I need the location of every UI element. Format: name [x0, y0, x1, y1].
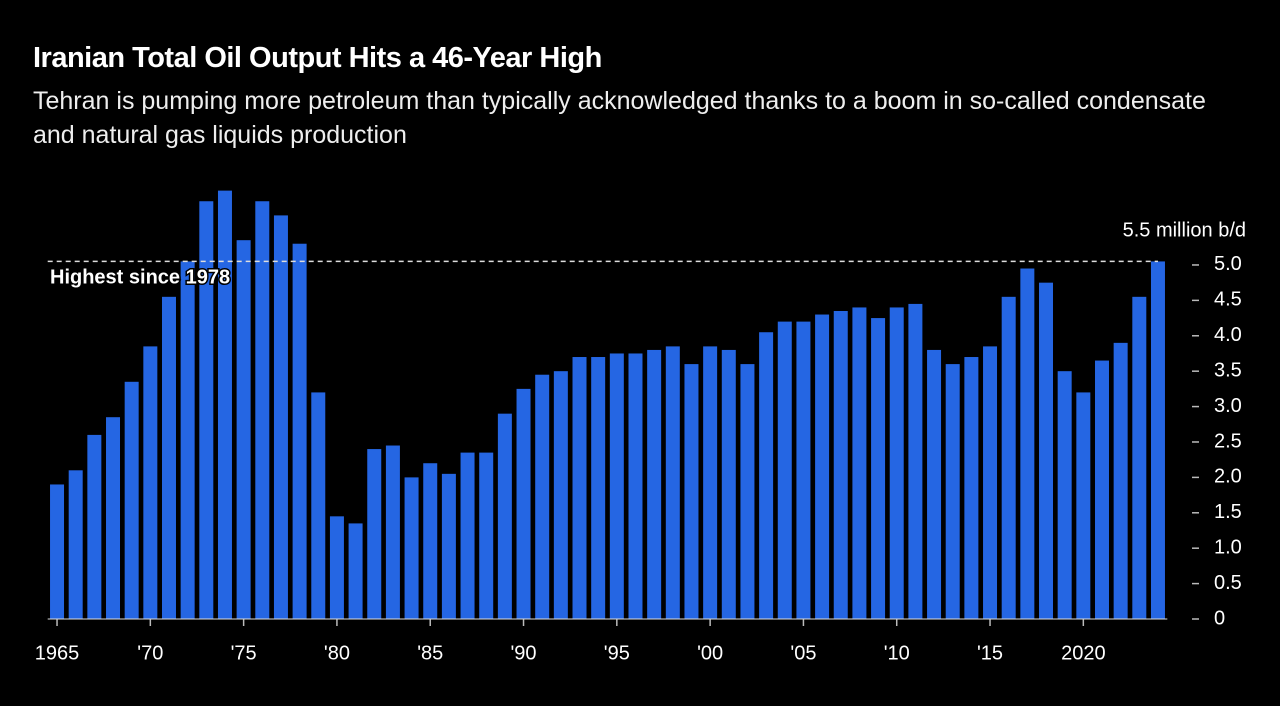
bar: [385, 445, 400, 619]
bar: [889, 307, 904, 619]
bar: [983, 346, 998, 619]
bar: [927, 349, 942, 619]
bar: [199, 201, 214, 619]
x-tick-label: '15: [977, 642, 1003, 664]
bar: [497, 413, 512, 619]
bar: [255, 201, 270, 619]
bar: [423, 463, 438, 619]
bar: [628, 353, 643, 619]
annotation: Highest since 1978: [50, 267, 230, 289]
bar: [609, 353, 624, 619]
bar: [68, 470, 83, 619]
y-tick-label: 4.5: [1214, 289, 1242, 311]
y-tick-label: 3.0: [1214, 395, 1242, 417]
bar: [1094, 360, 1109, 619]
y-tick-label: 2.0: [1214, 466, 1242, 488]
bar: [852, 307, 867, 619]
y-tick-label: 5.0: [1214, 253, 1242, 275]
bar: [516, 388, 531, 619]
bar: [1113, 342, 1128, 619]
x-tick-label: '10: [884, 642, 910, 664]
bar: [87, 434, 102, 619]
x-tick-label: '95: [604, 642, 630, 664]
bar: [665, 346, 680, 619]
bar: [1076, 392, 1091, 619]
y-tick-label: 0.5: [1214, 572, 1242, 594]
bar: [964, 357, 979, 619]
bar: [106, 417, 121, 619]
bar: [1001, 296, 1016, 619]
bar: [479, 452, 494, 619]
bar: [1132, 296, 1147, 619]
x-tick-label: '75: [231, 642, 257, 664]
bar: [441, 473, 456, 619]
x-tick-label: '90: [510, 642, 536, 664]
bar: [273, 215, 288, 619]
bar: [50, 484, 65, 619]
bar: [217, 190, 232, 619]
bar: [777, 321, 792, 619]
y-tick-label: 3.5: [1214, 359, 1242, 381]
bar: [833, 310, 848, 619]
bar: [871, 318, 886, 619]
bar: [1039, 282, 1054, 619]
bar: [647, 349, 662, 619]
bar: [180, 261, 195, 619]
x-tick-label: 2020: [1061, 642, 1106, 664]
y-tick-label: 2.5: [1214, 430, 1242, 452]
bar: [535, 374, 550, 619]
bar: [740, 364, 755, 619]
chart-title: Iranian Total Oil Output Hits a 46-Year …: [33, 42, 602, 74]
bar: [124, 381, 139, 619]
bar: [348, 523, 363, 619]
x-tick-label: '70: [137, 642, 163, 664]
bar: [553, 371, 568, 619]
x-tick-label: '05: [790, 642, 816, 664]
bar: [404, 477, 419, 619]
bar: [236, 240, 251, 619]
bar: [367, 449, 382, 619]
bar: [591, 357, 606, 619]
bar: [1150, 261, 1165, 619]
x-tick-label: '00: [697, 642, 723, 664]
bar: [161, 296, 176, 619]
bar: [1057, 371, 1072, 619]
bar: [329, 516, 344, 619]
bar: [703, 346, 718, 619]
bar: [796, 321, 811, 619]
x-tick-label: '85: [417, 642, 443, 664]
bar: [945, 364, 960, 619]
y-tick-label: 0: [1214, 607, 1225, 629]
bar: [311, 392, 326, 619]
x-tick-label: '80: [324, 642, 350, 664]
bar: [908, 303, 923, 619]
y-tick-label: 4.0: [1214, 324, 1242, 346]
chart-subtitle: Tehran is pumping more petroleum than ty…: [33, 87, 1206, 149]
bar: [572, 357, 587, 619]
y-tick-label: 1.5: [1214, 501, 1242, 523]
bar: [684, 364, 699, 619]
bar: [721, 349, 736, 619]
bar: [143, 346, 158, 619]
bar: [815, 314, 830, 619]
y-tick-label: 1.0: [1214, 536, 1242, 558]
bar: [1020, 268, 1035, 619]
bar: [759, 332, 774, 619]
x-tick-label: 1965: [35, 642, 80, 664]
bar: [292, 243, 307, 619]
bar: [460, 452, 475, 619]
unit-label: 5.5 million b/d: [1123, 219, 1246, 241]
